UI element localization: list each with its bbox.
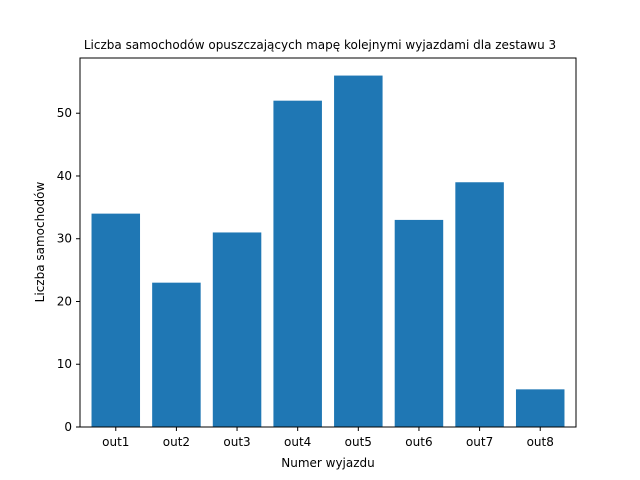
y-tick-label: 0	[64, 420, 72, 434]
x-tick-label: out7	[466, 435, 493, 449]
bars-group	[91, 75, 565, 428]
x-axis-ticks: out1 out2 out3 out4 out5 out6 out7 out8	[102, 427, 554, 449]
x-tick-label: out2	[163, 435, 190, 449]
plot-frame	[79, 57, 577, 428]
x-tick-label: out4	[284, 435, 311, 449]
y-tick-label: 40	[57, 169, 72, 183]
bar-out7	[455, 182, 504, 427]
y-tick-label: 20	[57, 294, 72, 308]
y-tick-label: 50	[57, 106, 72, 120]
y-axis-ticks: 0 10 20 30 40 50	[57, 106, 80, 434]
bar-out1	[91, 213, 141, 427]
y-tick-label: 10	[57, 357, 72, 371]
bar-out4	[273, 100, 322, 428]
bar-out8	[515, 389, 565, 427]
x-tick-label: out1	[102, 435, 129, 449]
bar-out2	[152, 282, 201, 427]
bar-out6	[394, 219, 444, 427]
x-tick-label: out6	[405, 435, 432, 449]
x-axis-label: Numer wyjazdu	[281, 456, 375, 470]
chart-title: Liczba samochodów opuszczających mapę ko…	[84, 38, 556, 52]
x-tick-label: out3	[223, 435, 250, 449]
bar-out3	[212, 232, 262, 427]
x-tick-label: out8	[527, 435, 554, 449]
y-axis-label: Liczba samochodów	[33, 181, 47, 302]
x-tick-label: out5	[345, 435, 372, 449]
y-tick-label: 30	[57, 232, 72, 246]
bar-out5	[334, 75, 383, 428]
